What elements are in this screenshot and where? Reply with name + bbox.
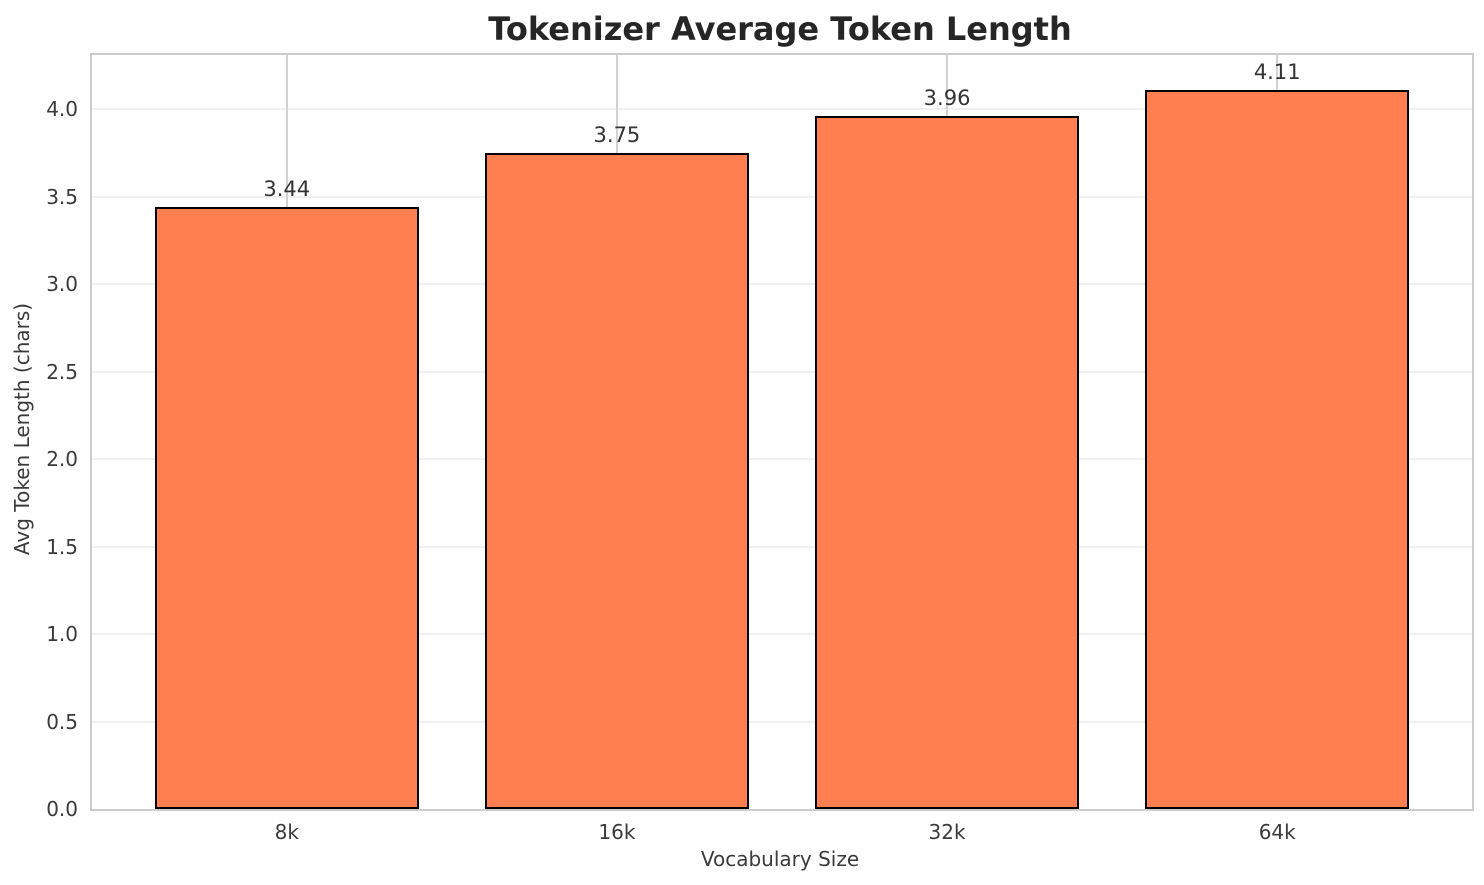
y-tick-label: 0.0 — [46, 797, 78, 821]
gridline-horizontal — [92, 108, 1472, 111]
y-tick-label: 1.0 — [46, 622, 78, 647]
y-tick-label: 2.5 — [46, 359, 78, 384]
gridline-horizontal — [92, 370, 1472, 373]
y-tick-label: 0.5 — [46, 709, 78, 734]
gridline-horizontal — [92, 283, 1472, 286]
bar-value-label: 3.96 — [923, 86, 971, 111]
plot-area: 0.0 0.5 1.0 1.5 2.0 2.5 3.0 3.5 4.0 3.44 8k 3.75 16k… — [46, 53, 1474, 844]
y-tick-label: 2.0 — [46, 447, 78, 472]
bar-16k — [484, 152, 749, 809]
chart-title: Tokenizer Average Token Length — [488, 10, 1072, 48]
bar-64k — [1145, 90, 1410, 809]
x-tick-label: 64k — [1258, 820, 1296, 844]
bar-value-label: 3.75 — [593, 122, 641, 147]
y-tick-label: 1.5 — [46, 534, 78, 559]
bar-value-label: 4.11 — [1253, 59, 1301, 84]
bar-value-label: 3.44 — [263, 177, 311, 202]
x-tick-label: 32k — [928, 820, 966, 844]
y-tick-label: 4.0 — [46, 97, 78, 122]
x-tick-label: 16k — [598, 820, 636, 844]
bar-8k — [154, 207, 419, 809]
x-tick-label: 8k — [274, 820, 299, 844]
gridline-horizontal — [92, 633, 1472, 636]
y-tick-label: 3.5 — [46, 184, 78, 209]
y-tick-label: 3.0 — [46, 272, 78, 297]
x-axis-label: Vocabulary Size — [700, 847, 860, 871]
bar-32k — [815, 116, 1080, 809]
gridline-horizontal — [92, 545, 1472, 548]
gridline-horizontal — [92, 720, 1472, 723]
y-axis-label: Avg Token Length (chars) — [10, 302, 34, 556]
gridline-horizontal — [92, 458, 1472, 461]
gridline-horizontal — [92, 195, 1472, 198]
